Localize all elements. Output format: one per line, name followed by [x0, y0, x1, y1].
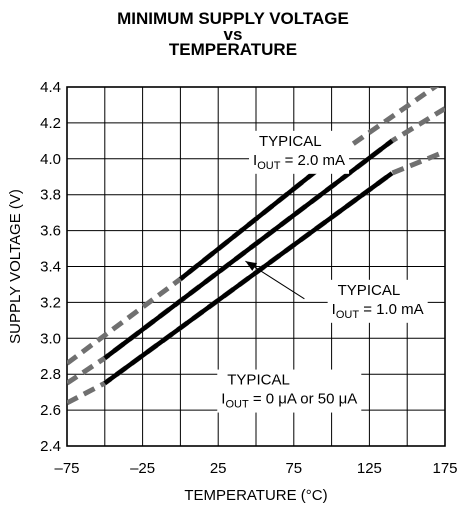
annotation-arrow-head: [245, 261, 257, 271]
y-tick-label: 3.2: [40, 294, 61, 311]
y-tick-label: 4.4: [40, 79, 61, 96]
y-tick-label: 4.0: [40, 151, 61, 168]
y-tick-label: 2.6: [40, 402, 61, 419]
x-axis-label: TEMPERATURE (°C): [184, 487, 327, 504]
x-tick-label: 175: [432, 460, 457, 477]
x-tick-label: –75: [54, 460, 79, 477]
y-tick-label: 4.2: [40, 115, 61, 132]
series-3-line: [105, 173, 392, 383]
x-tick-label: 75: [285, 460, 302, 477]
y-tick-label: 3.8: [40, 187, 61, 204]
y-tick-label: 3.6: [40, 223, 61, 240]
x-tick-label: 25: [210, 460, 227, 477]
y-tick-label: 2.8: [40, 366, 61, 383]
x-tick-label: 125: [357, 460, 382, 477]
y-tick-label: 3.4: [40, 259, 61, 276]
annotation-title: TYPICAL: [338, 282, 401, 299]
y-tick-label: 2.4: [40, 438, 61, 455]
annotation-title: TYPICAL: [227, 372, 290, 389]
y-axis-label: SUPPLY VOLTAGE (V): [7, 189, 24, 344]
x-tick-label: –25: [130, 460, 155, 477]
annotation-title: TYPICAL: [259, 133, 322, 150]
y-tick-label: 3.0: [40, 330, 61, 347]
